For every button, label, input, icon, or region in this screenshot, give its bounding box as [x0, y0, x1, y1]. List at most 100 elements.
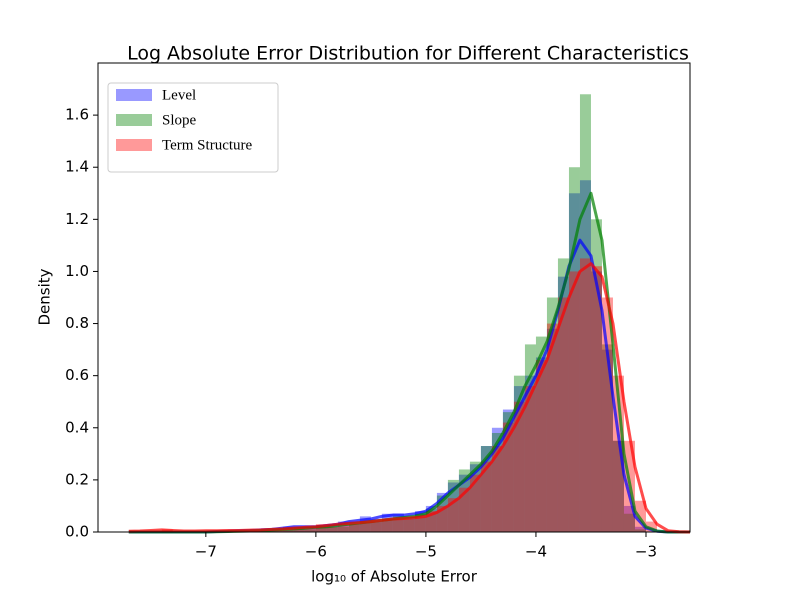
histogram-bar — [601, 297, 613, 532]
histogram-bar — [612, 375, 624, 532]
histogram-bar — [612, 440, 624, 532]
histogram-bar — [392, 516, 404, 532]
y-tick-label: 0.0 — [65, 523, 89, 541]
histogram-bar — [623, 505, 635, 532]
x-tick-label: −4 — [525, 543, 547, 561]
histogram-bar — [414, 511, 426, 532]
plot-frame — [97, 62, 691, 533]
histogram-bar — [447, 479, 459, 532]
histogram-bar — [370, 521, 382, 532]
legend-box — [107, 82, 279, 173]
histogram-bar — [436, 505, 448, 532]
histogram-bar — [579, 94, 591, 533]
histogram-bar — [381, 518, 393, 532]
histogram-bar — [359, 516, 371, 532]
x-tick-label: −5 — [415, 543, 437, 561]
histogram-bar — [337, 526, 349, 532]
histogram-bar — [513, 401, 525, 532]
y-tick-label: 0.4 — [65, 418, 89, 436]
histogram-bar — [403, 518, 415, 532]
kde-line — [128, 262, 691, 534]
histogram-bar — [469, 464, 481, 532]
y-tick-label: 1.6 — [65, 106, 89, 124]
y-tick-label: 0.6 — [65, 366, 89, 384]
histogram-bar — [414, 516, 426, 532]
x-tick-label: −7 — [195, 543, 217, 561]
histogram-bar — [601, 349, 613, 532]
histogram-bar — [590, 219, 602, 533]
histogram-bar — [601, 344, 613, 532]
histogram-bar — [634, 529, 646, 532]
histogram-bar — [513, 375, 525, 532]
histogram-bar — [458, 474, 470, 532]
histogram-bar — [634, 500, 646, 532]
histogram-bar — [348, 521, 360, 532]
histogram-bar — [348, 524, 360, 532]
histogram-bar — [480, 446, 492, 532]
histogram-bar — [645, 521, 657, 532]
histogram-bar — [491, 446, 503, 532]
histogram-bar — [392, 518, 404, 532]
histogram-bar — [381, 513, 393, 532]
legend-label: Term Structure — [162, 137, 253, 153]
histogram-bar — [546, 297, 558, 532]
histogram-bar — [491, 432, 503, 532]
axes-layer: −7 −6 −5 −4 −3 0.0 0.2 0.4 0.6 0.8 1.0 1.2 1.4 1.6 — [65, 62, 691, 561]
histogram-bar — [568, 167, 580, 532]
histogram-bar — [447, 482, 459, 532]
histogram-bar — [381, 518, 393, 532]
histogram-bar — [524, 375, 536, 532]
histogram-bar — [590, 271, 602, 532]
histogram-bar — [469, 461, 481, 532]
histogram-bar — [282, 529, 294, 532]
y-axis-label: Density — [36, 268, 54, 325]
histogram-bar — [326, 526, 338, 532]
histogram-bar — [458, 469, 470, 532]
histogram-bar — [293, 528, 305, 532]
histogram-bar — [590, 266, 602, 532]
histogram-bar — [502, 422, 514, 532]
histogram-bar — [579, 258, 591, 532]
histogram-bar — [370, 518, 382, 532]
histogram-bar — [557, 297, 569, 532]
histogram-bar — [502, 409, 514, 532]
legend-swatch — [116, 114, 152, 126]
histogram-bar — [403, 516, 415, 532]
histogram-bar — [557, 276, 569, 532]
histogram-bar — [513, 386, 525, 532]
histogram-bar — [502, 412, 514, 532]
histogram-bar — [315, 526, 327, 532]
histogram-bar — [337, 524, 349, 532]
histogram-bar — [524, 344, 536, 532]
histogram-bar — [568, 271, 580, 532]
histogram-bar — [436, 492, 448, 532]
histogram-bar — [557, 258, 569, 532]
y-tick-label: 1.4 — [65, 158, 89, 176]
histogram-bar — [414, 513, 426, 532]
histogram-bar — [623, 513, 635, 532]
histogram-bar — [535, 357, 547, 532]
histogram-bar — [634, 526, 646, 532]
histogram-bar — [403, 516, 415, 532]
histogram-bar — [546, 328, 558, 532]
legend-label: Slope — [162, 112, 197, 128]
histogram-bar — [579, 180, 591, 532]
legend-label: Level — [162, 87, 196, 103]
histogram-bar — [524, 386, 536, 532]
x-axis-label: log₁₀ of Absolute Error — [311, 568, 478, 586]
histogram-bar — [425, 508, 437, 532]
histogram-bar — [370, 521, 382, 532]
y-tick-label: 1.2 — [65, 210, 89, 228]
legend-swatch — [116, 89, 152, 101]
histogram-bar — [436, 495, 448, 532]
histogram-bar — [447, 498, 459, 532]
histogram-bar — [293, 528, 305, 532]
y-tick-label: 1.0 — [65, 262, 89, 280]
legend-swatch — [116, 139, 152, 151]
y-tick-label: 0.8 — [65, 314, 89, 332]
histogram-bar — [480, 446, 492, 532]
histogram-bar — [469, 474, 481, 532]
histogram-bar — [546, 323, 558, 532]
y-tick-label: 0.2 — [65, 470, 89, 488]
